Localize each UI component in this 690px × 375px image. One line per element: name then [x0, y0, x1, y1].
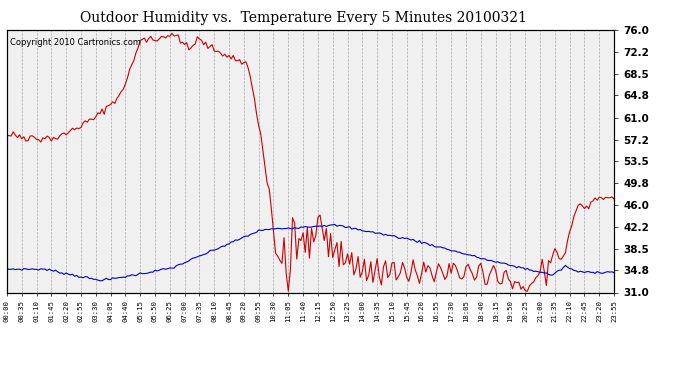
Text: Copyright 2010 Cartronics.com: Copyright 2010 Cartronics.com: [10, 38, 141, 47]
Text: Outdoor Humidity vs.  Temperature Every 5 Minutes 20100321: Outdoor Humidity vs. Temperature Every 5…: [80, 11, 527, 25]
